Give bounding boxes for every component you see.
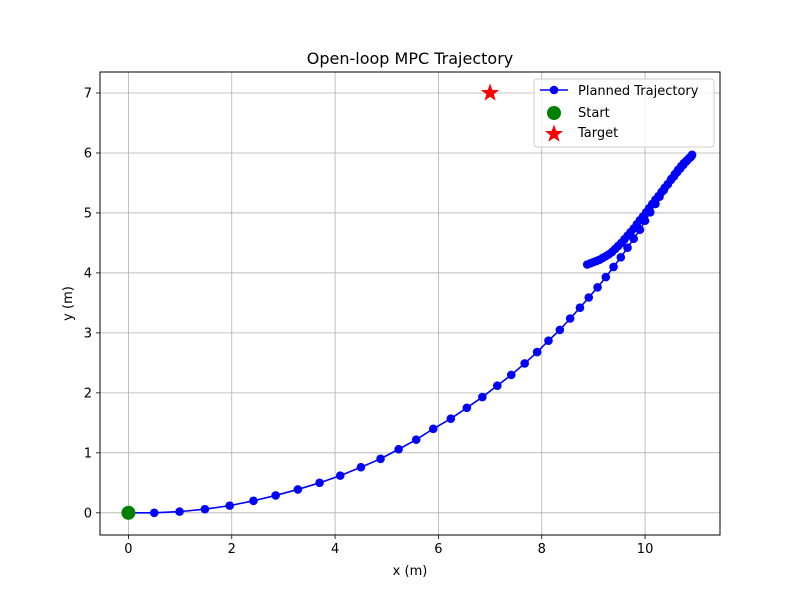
trajectory-point bbox=[520, 359, 529, 368]
legend-label-start: Start bbox=[578, 106, 610, 121]
trajectory-point bbox=[446, 414, 456, 423]
y-tick-label: 0 bbox=[84, 506, 92, 521]
legend-target-marker bbox=[544, 124, 564, 142]
trajectory-point bbox=[293, 485, 303, 494]
trajectory-point bbox=[575, 303, 585, 312]
trajectory-point bbox=[175, 507, 184, 516]
chart-title: Open-loop MPC Trajectory bbox=[307, 49, 513, 68]
trajectory-point bbox=[623, 243, 632, 253]
series-layer bbox=[121, 83, 697, 520]
trajectory-point bbox=[271, 491, 280, 500]
trajectory-point bbox=[249, 496, 258, 506]
y-tick-label: 6 bbox=[84, 146, 92, 161]
legend: Planned Trajectory Start Target bbox=[533, 78, 715, 148]
tick-layer: 0 2 4 6 8 10 0 1 2 3 4 5 6 7 bbox=[84, 86, 654, 557]
trajectory-point bbox=[493, 381, 502, 390]
trajectory-line bbox=[128, 154, 693, 514]
trajectory-point bbox=[584, 293, 594, 302]
x-axis-label: x (m) bbox=[393, 564, 428, 579]
trajectory-point bbox=[411, 435, 421, 444]
trajectory-point bbox=[428, 424, 438, 434]
trajectory-point bbox=[315, 478, 324, 488]
trajectory-point bbox=[565, 314, 575, 323]
start-point bbox=[121, 505, 136, 520]
legend-box bbox=[533, 78, 715, 148]
x-tick-label: 8 bbox=[538, 542, 546, 557]
y-tick-label: 3 bbox=[84, 326, 92, 341]
trajectory-point bbox=[616, 253, 626, 262]
legend-trajectory-marker bbox=[549, 85, 559, 95]
target-point bbox=[481, 83, 500, 101]
y-tick-label: 4 bbox=[84, 266, 92, 281]
y-tick-label: 2 bbox=[84, 386, 92, 401]
plot-frame bbox=[99, 71, 721, 536]
trajectory-point bbox=[555, 325, 565, 335]
trajectory-point bbox=[200, 504, 210, 514]
trajectory-point bbox=[582, 260, 592, 269]
trajectory-point bbox=[225, 501, 234, 510]
x-tick-label: 4 bbox=[331, 542, 339, 557]
trajectory-point bbox=[544, 336, 553, 345]
trajectory-point bbox=[394, 444, 403, 454]
legend-label-target: Target bbox=[577, 126, 618, 141]
x-tick-label: 2 bbox=[228, 542, 236, 557]
legend-label-trajectory: Planned Trajectory bbox=[578, 84, 699, 99]
legend-start-marker bbox=[547, 106, 561, 120]
x-tick-label: 6 bbox=[434, 542, 442, 557]
trajectory-point bbox=[506, 370, 516, 380]
y-tick-label: 7 bbox=[84, 86, 92, 101]
trajectory-point bbox=[601, 272, 611, 282]
trajectory-point bbox=[593, 283, 602, 292]
y-tick-label: 5 bbox=[84, 206, 92, 221]
trajectory-point bbox=[478, 392, 487, 402]
x-tick-label: 0 bbox=[124, 542, 132, 557]
trajectory-point bbox=[532, 347, 542, 357]
trajectory-point bbox=[609, 262, 618, 272]
x-tick-label: 10 bbox=[637, 542, 654, 557]
trajectory-point bbox=[462, 403, 472, 413]
trajectory-point bbox=[335, 471, 345, 480]
y-axis-label: y (m) bbox=[61, 286, 76, 321]
y-tick-label: 1 bbox=[84, 446, 92, 461]
trajectory-point bbox=[356, 462, 366, 472]
trajectory-point bbox=[149, 508, 159, 518]
trajectory-point bbox=[376, 454, 385, 464]
